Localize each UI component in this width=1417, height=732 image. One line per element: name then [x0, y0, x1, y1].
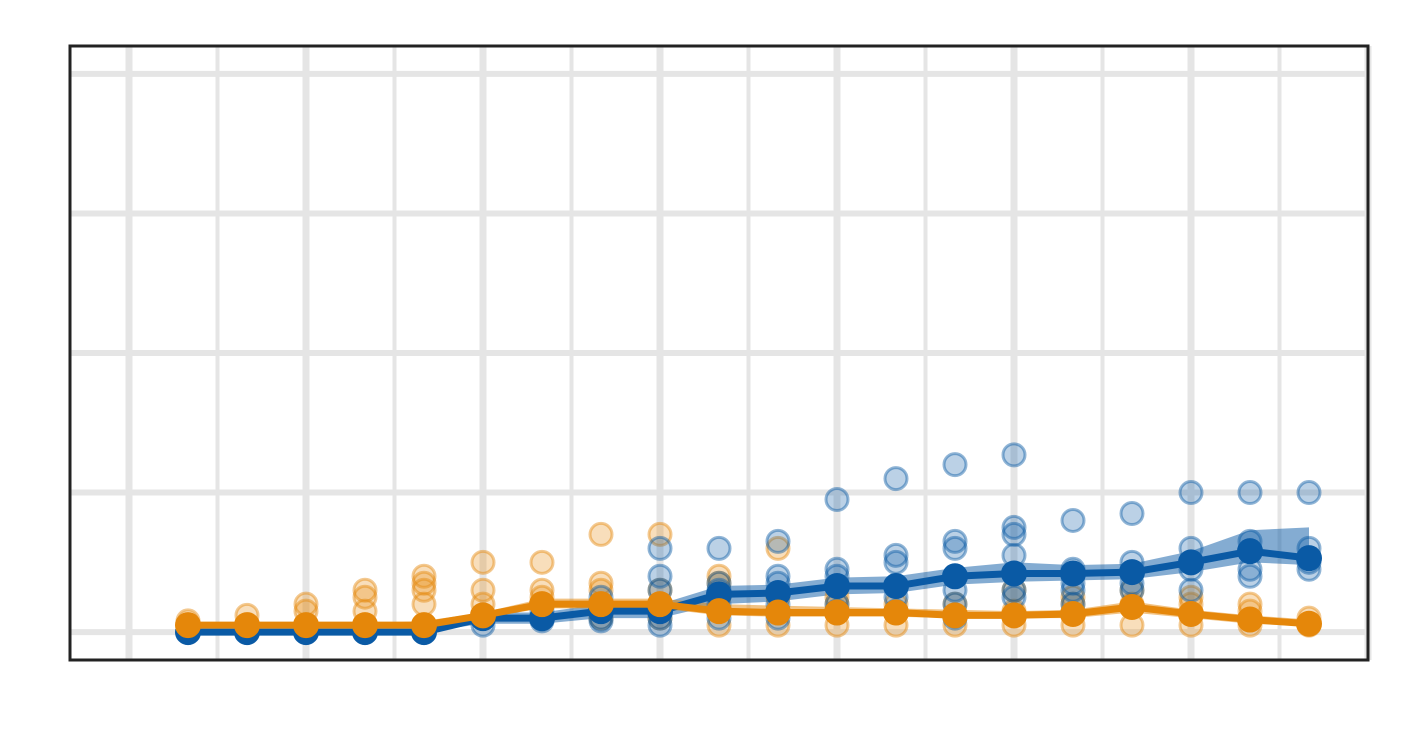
mean-marker	[1119, 559, 1145, 586]
mean-marker	[942, 563, 968, 590]
plot-area-frame	[68, 44, 1370, 662]
mean-marker	[470, 602, 496, 629]
scatter-point	[1296, 480, 1322, 506]
scatter-point	[1237, 480, 1263, 506]
mean-marker	[1001, 560, 1027, 587]
mean-marker	[883, 573, 909, 600]
scatter-point	[1001, 521, 1027, 547]
scatter-point	[411, 570, 437, 596]
mean-marker	[1178, 549, 1204, 576]
scatter-point	[942, 528, 968, 554]
scatter-point	[1178, 480, 1204, 506]
scatter-point	[1178, 577, 1204, 603]
scatter-point	[706, 535, 732, 561]
mean-marker	[647, 591, 673, 618]
mean-marker	[1237, 538, 1263, 565]
series-lines	[175, 538, 1322, 646]
mean-marker	[1060, 560, 1086, 587]
scatter-point	[765, 535, 791, 561]
scatter-point	[352, 577, 378, 603]
scatter-point	[411, 577, 437, 603]
mean-marker	[942, 602, 968, 629]
scatter-point	[1001, 514, 1027, 540]
mean-marker	[1296, 545, 1322, 572]
mean-marker	[1237, 606, 1263, 633]
mean-marker	[411, 612, 437, 639]
mean-marker	[1119, 593, 1145, 620]
mean-marker	[175, 612, 201, 639]
scatter-point	[883, 466, 909, 492]
mean-marker	[883, 599, 909, 626]
mean-marker	[352, 612, 378, 639]
scatter-point	[529, 549, 555, 575]
scatter-point	[352, 584, 378, 610]
mean-marker	[529, 591, 555, 618]
scatter-point	[1237, 563, 1263, 589]
scatter-point	[647, 521, 673, 547]
scatter-point	[647, 563, 673, 589]
scatter-point	[1001, 442, 1027, 468]
mean-marker	[1060, 600, 1086, 627]
mean-marker	[1296, 610, 1322, 637]
scatter-point	[883, 542, 909, 568]
mean-marker	[1001, 602, 1027, 629]
confidence-band	[188, 527, 1309, 633]
mean-marker	[234, 612, 260, 639]
scatter-point	[765, 528, 791, 554]
scatter-point	[942, 535, 968, 561]
scatter-point	[411, 563, 437, 589]
scatter-point	[942, 452, 968, 478]
scatter-point	[1060, 507, 1086, 533]
mean-marker	[588, 591, 614, 618]
mean-marker	[824, 573, 850, 600]
scatter-point	[824, 487, 850, 513]
mean-marker	[1178, 600, 1204, 627]
scatter-point	[293, 591, 319, 617]
mean-marker	[765, 599, 791, 626]
scatter-point	[647, 535, 673, 561]
mean-marker	[824, 599, 850, 626]
mean-marker	[706, 598, 732, 625]
scatter-point	[1119, 500, 1145, 526]
scatter-point	[470, 549, 496, 575]
scatter-point	[470, 577, 496, 603]
scatter-point	[588, 521, 614, 547]
mean-marker	[293, 612, 319, 639]
